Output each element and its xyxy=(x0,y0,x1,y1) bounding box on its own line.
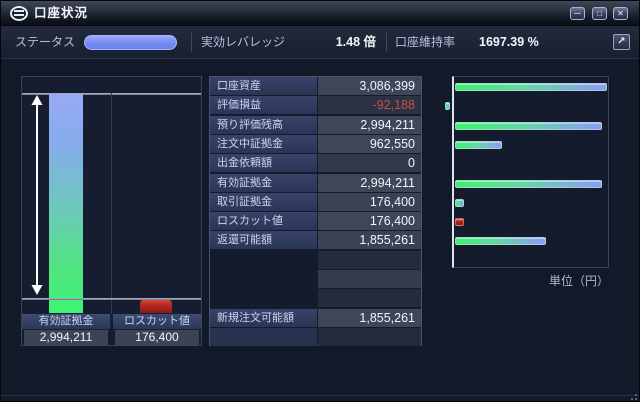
minimize-button[interactable]: ─ xyxy=(570,7,585,20)
column-divider xyxy=(111,93,112,314)
chart-bars xyxy=(445,77,608,267)
table-row-value: 3,086,399 xyxy=(318,77,421,95)
table-row-label: 出金依頼額 xyxy=(210,154,317,172)
close-button[interactable]: ✕ xyxy=(613,7,628,20)
chart-bar xyxy=(445,102,450,110)
effective-margin-header: 有効証拠金 xyxy=(22,314,110,329)
losscut-value: 176,400 xyxy=(115,330,199,345)
table-row-value xyxy=(318,251,421,269)
table-row-label: 口座資産 xyxy=(210,77,317,95)
table-row-value: 0 xyxy=(318,154,421,172)
status-label: ステータス xyxy=(15,35,76,49)
status-indicator-pill xyxy=(84,35,177,50)
table-row-value: 176,400 xyxy=(318,193,421,211)
window-bottom-line xyxy=(1,395,639,396)
table-row-label: 返還可能額 xyxy=(210,231,317,249)
leverage-label: 実効レバレッジ xyxy=(201,35,286,49)
leverage-value: 1.48 倍 xyxy=(335,35,376,49)
account-bar-chart xyxy=(445,76,609,268)
window-title: 口座状況 xyxy=(34,6,89,20)
popout-icon[interactable]: ↗ xyxy=(613,34,630,50)
losscut-bar xyxy=(140,300,172,313)
chart-bar xyxy=(455,83,607,91)
separator xyxy=(191,32,192,52)
table-row-value xyxy=(318,270,421,288)
range-arrow-icon xyxy=(31,95,43,295)
effective-margin-bar xyxy=(49,94,83,313)
resize-grip[interactable] xyxy=(627,392,637,400)
table-row-label xyxy=(210,328,317,346)
maintenance-rate-label: 口座維持率 xyxy=(395,35,456,49)
table-row-value: 962,550 xyxy=(318,135,421,153)
chart-bar xyxy=(455,180,602,188)
chart-bar xyxy=(455,199,464,207)
table-row-label: 評価損益 xyxy=(210,96,317,114)
table-row-label: ロスカット値 xyxy=(210,212,317,230)
table-row-value: 1,855,261 xyxy=(318,231,421,249)
effective-margin-value: 2,994,211 xyxy=(24,330,108,345)
coin-icon xyxy=(10,6,28,21)
maintenance-rate-value: 1697.39 % xyxy=(479,35,539,49)
separator xyxy=(386,32,387,52)
losscut-header: ロスカット値 xyxy=(113,314,201,329)
table-row-value: 2,994,211 xyxy=(318,116,421,134)
table-row-value: 176,400 xyxy=(318,212,421,230)
table-row-label: 有効証拠金 xyxy=(210,174,317,192)
table-row-label: 預り評価残高 xyxy=(210,116,317,134)
unit-label: 単位（円） xyxy=(548,274,609,288)
chart-bar xyxy=(455,122,602,130)
maximize-button[interactable]: □ xyxy=(592,7,607,20)
table-row-value xyxy=(318,328,421,346)
title-bar: 口座状況 ─ □ ✕ xyxy=(1,1,639,26)
losscut-level-line xyxy=(22,298,201,300)
chart-bar-losscut xyxy=(455,218,464,226)
chart-bar xyxy=(455,237,546,245)
table-row-label: 新規注文可能額 xyxy=(210,309,317,327)
status-bar: ステータス 実効レバレッジ 1.48 倍 口座維持率 1697.39 % ↗ xyxy=(1,26,639,59)
chart-bar xyxy=(455,141,502,149)
table-row-value xyxy=(318,289,421,307)
table-row-value: 2,994,211 xyxy=(318,174,421,192)
table-row-label: 取引証拠金 xyxy=(210,193,317,211)
margin-level-chart-panel: 有効証拠金 ロスカット値 2,994,211 176,400 xyxy=(21,76,202,346)
table-row-value: 1,855,261 xyxy=(318,309,421,327)
table-row-value: -92,188 xyxy=(318,96,421,114)
table-row-label: 注文中証拠金 xyxy=(210,135,317,153)
account-table-rows: 口座資産 3,086,399 評価損益 -92,188 預り評価残高 2,994,211 注… xyxy=(210,77,421,346)
account-table-panel: 口座資産 3,086,399 評価損益 -92,188 預り評価残高 2,994,211 注… xyxy=(209,76,422,346)
